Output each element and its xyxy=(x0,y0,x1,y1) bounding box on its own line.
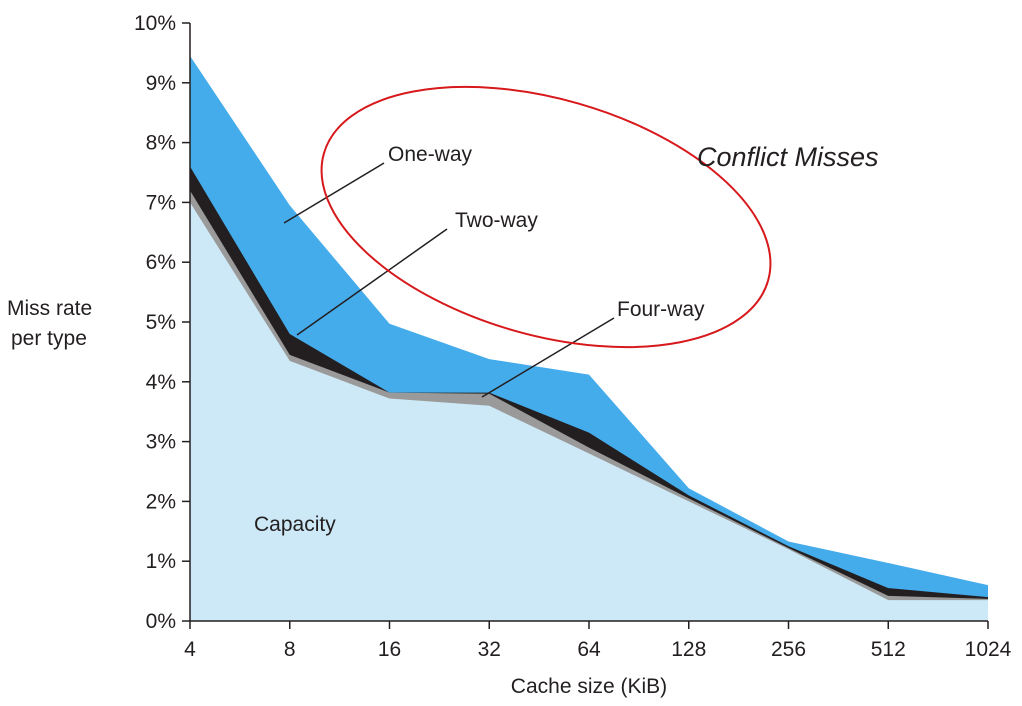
two-way-leader xyxy=(296,228,448,336)
x-tick-label: 1024 xyxy=(965,638,1012,661)
y-tick-label: 2% xyxy=(146,490,176,513)
x-tick-label: 128 xyxy=(671,638,706,661)
conflict-misses-ellipse xyxy=(320,85,772,349)
y-tick-label: 7% xyxy=(146,191,176,214)
y-tick-label: 0% xyxy=(146,610,176,633)
axes xyxy=(182,22,989,629)
one-way-label: One-way xyxy=(388,143,473,166)
y-axis-title-line-1: Miss rate xyxy=(7,297,92,320)
y-tick-label: 3% xyxy=(146,431,176,454)
x-tick-label: 4 xyxy=(184,638,196,661)
y-tick-labels: 0% 1% 2% 3% 4% 5% 6% 7% 8% 9% 10% xyxy=(134,12,176,633)
x-tick-label: 256 xyxy=(771,638,806,661)
capacity-label: Capacity xyxy=(254,513,336,536)
x-tick-label: 512 xyxy=(871,638,906,661)
y-tick-label: 5% xyxy=(146,311,176,334)
x-tick-label: 32 xyxy=(478,638,501,661)
one-way-leader xyxy=(283,162,385,224)
y-axis-title-line-2: per type xyxy=(11,327,87,350)
y-tick-label: 8% xyxy=(146,132,176,155)
y-tick-label: 6% xyxy=(146,251,176,274)
stacked-areas xyxy=(190,55,988,621)
y-tick-label: 10% xyxy=(134,12,176,35)
two-way-label: Two-way xyxy=(455,209,538,232)
conflict-misses-label: Conflict Misses xyxy=(697,142,879,172)
x-axis-title: Cache size (KiB) xyxy=(511,675,667,698)
x-tick-labels: 4 8 16 32 64 128 256 512 1024 xyxy=(184,638,1012,661)
four-way-label: Four-way xyxy=(617,298,705,321)
y-tick-label: 1% xyxy=(146,550,176,573)
area-capacity xyxy=(190,202,988,621)
x-tick-label: 16 xyxy=(378,638,401,661)
four-way-leader xyxy=(481,317,615,398)
y-tick-label: 4% xyxy=(146,371,176,394)
x-tick-label: 64 xyxy=(577,638,601,661)
x-tick-label: 8 xyxy=(284,638,296,661)
y-tick-label: 9% xyxy=(146,72,176,95)
